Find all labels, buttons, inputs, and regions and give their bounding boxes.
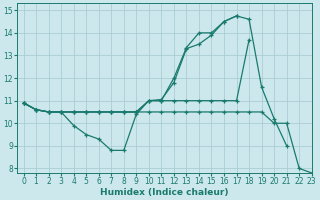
- X-axis label: Humidex (Indice chaleur): Humidex (Indice chaleur): [100, 188, 229, 197]
